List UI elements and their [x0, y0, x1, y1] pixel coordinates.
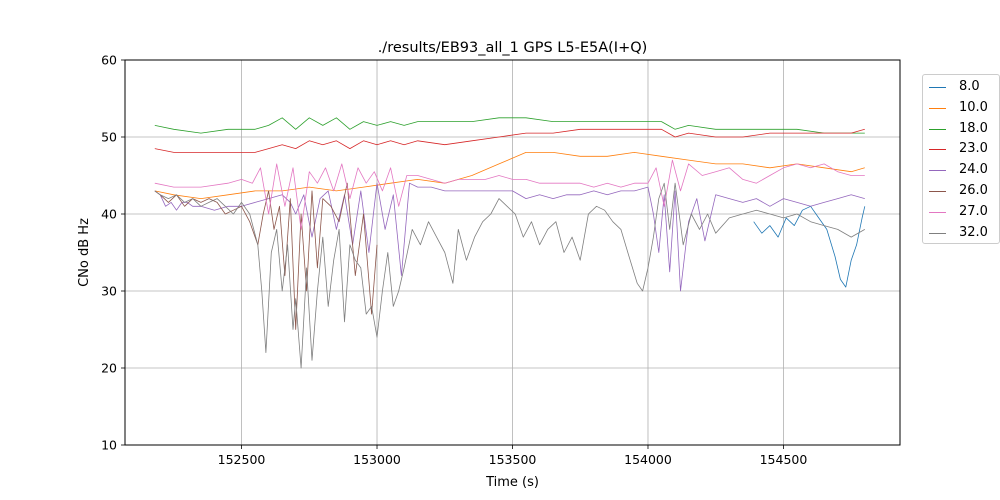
legend-swatch [929, 170, 946, 172]
legend-item: 23.0 [929, 141, 999, 157]
legend-item: 26.0 [929, 183, 999, 199]
legend-item: 8.0 [929, 79, 999, 95]
legend-item: 24.0 [929, 162, 999, 178]
legend-swatch [929, 149, 946, 151]
series-layer [154, 117, 866, 369]
series-line-32-0 [154, 182, 865, 369]
legend-item: 18.0 [929, 121, 999, 137]
legend-swatch [929, 232, 946, 234]
x-axis-label: Time (s) [485, 475, 539, 490]
legend-label: 32.0 [959, 224, 988, 240]
legend-label: 24.0 [959, 162, 988, 178]
y-tick-label: 40 [101, 207, 117, 222]
y-tick-label: 20 [101, 361, 117, 376]
series-line-24-0 [154, 182, 865, 292]
y-tick-label: 10 [101, 438, 117, 453]
legend-label: 8.0 [959, 79, 980, 94]
ticks: 152500 153000 153500 154000 154500 10 20 30 40 50… [101, 53, 807, 468]
x-tick-label: 153500 [489, 452, 537, 467]
legend-swatch [929, 211, 946, 213]
x-tick-label: 154500 [760, 452, 808, 467]
y-tick-label: 60 [101, 53, 117, 68]
legend-swatch [929, 107, 946, 109]
y-tick-label: 30 [101, 284, 117, 299]
x-tick-label: 153000 [353, 452, 401, 467]
series-line-23-0 [154, 128, 865, 153]
chart-title: ./results/EB93_all_1 GPS L5-E5A(I+Q) [378, 40, 648, 56]
legend-item: 27.0 [929, 204, 999, 220]
series-line-18-0 [154, 117, 865, 134]
y-tick-label: 50 [101, 130, 117, 145]
legend-swatch [929, 128, 946, 130]
legend-swatch [929, 87, 946, 88]
x-tick-label: 152500 [218, 452, 266, 467]
legend-item: 10.0 [929, 100, 999, 116]
y-axis-label: CNo dB Hz [77, 218, 92, 287]
legend-label: 23.0 [959, 141, 988, 157]
legend-label: 27.0 [959, 203, 988, 219]
legend-item: 32.0 [929, 225, 999, 241]
series-line-27-0 [154, 159, 865, 230]
legend-label: 10.0 [959, 99, 988, 115]
legend-label: 26.0 [959, 183, 988, 198]
legend-swatch [929, 191, 946, 192]
series-line-8-0 [753, 205, 866, 288]
legend-label: 18.0 [959, 120, 988, 136]
legend: 8.0 10.0 18.0 23.0 24.0 26.0 27.0 32.0 [922, 74, 1000, 244]
x-tick-label: 154000 [624, 452, 672, 467]
series-line-26-0 [154, 182, 378, 330]
